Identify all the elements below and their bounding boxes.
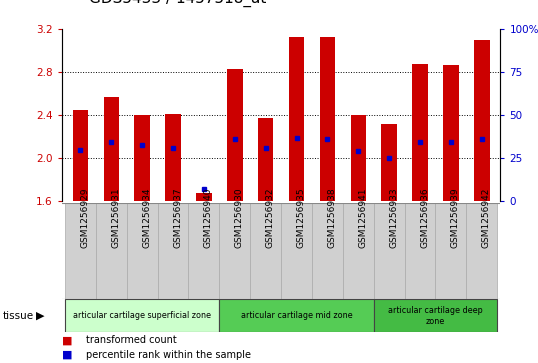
Bar (158, 203, 188, 299)
Bar (65, 299, 220, 332)
Bar (374, 203, 405, 299)
Text: GSM1256942: GSM1256942 (482, 188, 491, 248)
Bar (73, 110, 88, 201)
Bar (134, 115, 150, 201)
Bar (65, 203, 96, 299)
Text: GSM1256931: GSM1256931 (111, 187, 121, 248)
Text: GSM1256936: GSM1256936 (420, 187, 429, 248)
Text: percentile rank within the sample: percentile rank within the sample (86, 350, 251, 360)
Text: transformed count: transformed count (86, 335, 177, 346)
Bar (466, 203, 497, 299)
Bar (443, 65, 459, 201)
Text: GSM1256932: GSM1256932 (266, 187, 275, 248)
Bar (127, 203, 158, 299)
Text: ■: ■ (62, 335, 73, 346)
Bar (250, 203, 281, 299)
Bar (196, 193, 211, 201)
Text: GSM1256933: GSM1256933 (389, 187, 398, 248)
Bar (96, 203, 127, 299)
Bar (281, 203, 312, 299)
Bar (374, 299, 497, 332)
Text: GSM1256938: GSM1256938 (328, 187, 336, 248)
Bar (188, 203, 220, 299)
Bar (351, 115, 366, 201)
Text: GSM1256937: GSM1256937 (173, 187, 182, 248)
Text: GSM1256941: GSM1256941 (358, 187, 367, 248)
Bar (103, 97, 119, 201)
Text: ▶: ▶ (36, 311, 45, 321)
Bar (220, 299, 374, 332)
Text: articular cartilage deep
zone: articular cartilage deep zone (388, 306, 483, 326)
Text: ■: ■ (62, 350, 73, 360)
Bar (381, 124, 397, 201)
Bar (220, 203, 250, 299)
Bar (227, 69, 243, 201)
Bar (343, 203, 374, 299)
Bar (312, 203, 343, 299)
Text: articular cartilage mid zone: articular cartilage mid zone (240, 311, 352, 320)
Bar (165, 114, 181, 201)
Text: tissue: tissue (3, 311, 34, 321)
Bar (258, 118, 273, 201)
Bar (474, 40, 490, 201)
Text: GSM1256934: GSM1256934 (142, 187, 151, 248)
Text: GSM1256940: GSM1256940 (204, 187, 213, 248)
Text: GSM1256939: GSM1256939 (451, 187, 460, 248)
Text: GSM1256935: GSM1256935 (296, 187, 306, 248)
Bar (412, 64, 428, 201)
Bar (435, 203, 466, 299)
Bar (320, 37, 335, 201)
Bar (405, 203, 435, 299)
Text: GSM1256930: GSM1256930 (235, 187, 244, 248)
Text: GSM1256929: GSM1256929 (80, 187, 89, 248)
Bar (289, 37, 305, 201)
Text: GDS5433 / 1457518_at: GDS5433 / 1457518_at (89, 0, 266, 7)
Text: articular cartilage superficial zone: articular cartilage superficial zone (73, 311, 211, 320)
